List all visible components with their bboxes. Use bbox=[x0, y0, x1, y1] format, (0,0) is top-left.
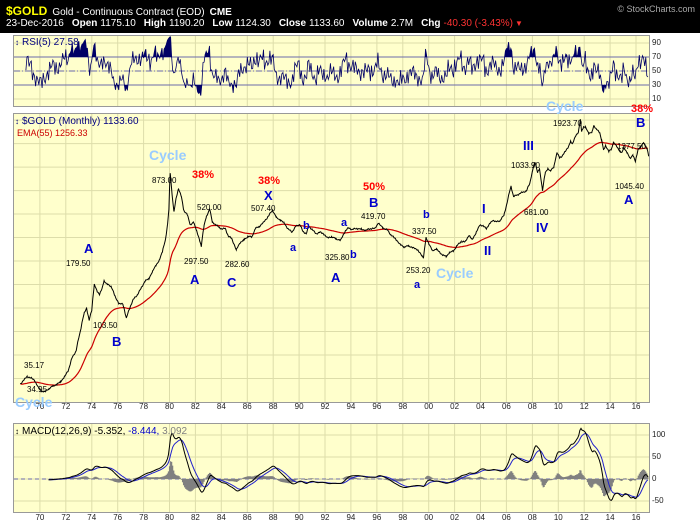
quote-field-value: 1175.10 bbox=[100, 18, 136, 29]
macd-indicator-icon: ↕ bbox=[15, 427, 19, 436]
macd-label-signal: -8.444, bbox=[125, 426, 160, 437]
quote-field-label: Chg bbox=[421, 18, 441, 29]
quote-field-value: 1124.30 bbox=[235, 18, 271, 29]
rsi-indicator-icon: ↕ bbox=[15, 38, 19, 47]
quote-field-label: Low bbox=[212, 18, 233, 29]
exchange-label: CME bbox=[209, 7, 232, 18]
change-down-icon: ▼ bbox=[515, 19, 523, 28]
rsi-panel-border bbox=[13, 35, 650, 107]
rsi-label-text: RSI(5) 27.58 bbox=[22, 37, 79, 48]
price-panel-border bbox=[13, 113, 650, 403]
rsi-panel-label: ↕ RSI(5) 27.58 bbox=[15, 37, 79, 48]
ema-overlay-label: EMA(55) 1256.33 bbox=[17, 128, 88, 138]
quote-field-value: -40.30 (-3.43%) bbox=[443, 18, 514, 29]
copyright-label: © StockCharts.com bbox=[617, 4, 695, 14]
chart-title: Gold - Continuous Contract (EOD) bbox=[52, 7, 205, 18]
macd-histogram bbox=[48, 461, 649, 497]
ticker-symbol: $GOLD bbox=[6, 4, 48, 18]
quote-strip: Open 1175.10 High 1190.20 Low 1124.30 Close 113… bbox=[64, 18, 513, 29]
macd-line bbox=[48, 427, 649, 502]
rsi-line bbox=[25, 36, 649, 96]
chart-header: $GOLD Gold - Continuous Contract (EOD) CME… bbox=[0, 0, 700, 33]
quote-field-label: Close bbox=[278, 18, 307, 29]
quote-field-value: 1133.60 bbox=[309, 18, 345, 29]
price-panel-bg bbox=[13, 113, 650, 403]
title-row: $GOLD Gold - Continuous Contract (EOD) CME bbox=[6, 2, 232, 20]
ema-line bbox=[20, 141, 649, 386]
price-panel-label: ↕ $GOLD (Monthly) 1133.60 bbox=[15, 116, 139, 127]
macd-panel-label: ↕ MACD(12,26,9) -5.352, -8.444, 3.092 bbox=[15, 426, 187, 437]
quote-field-label: Open bbox=[71, 18, 98, 29]
macd-panel-bg bbox=[13, 423, 650, 513]
macd-panel-border bbox=[13, 423, 650, 513]
macd-signal-line bbox=[48, 432, 649, 498]
price-line bbox=[20, 119, 649, 393]
quote-field-value: 1190.20 bbox=[169, 18, 205, 29]
price-indicator-icon: ↕ bbox=[15, 117, 19, 126]
quote-field-label: High bbox=[143, 18, 166, 29]
macd-label-main: MACD(12,26,9) -5.352, bbox=[22, 426, 126, 437]
ema-label-text: EMA(55) 1256.33 bbox=[17, 128, 88, 138]
quote-field-label: Volume bbox=[352, 18, 388, 29]
quote-field-value: 2.7M bbox=[390, 18, 414, 29]
date-label: 23-Dec-2016 bbox=[6, 18, 64, 29]
quote-row: 23-Dec-2016 Open 1175.10 High 1190.20 Low 1124… bbox=[6, 18, 523, 29]
price-label-text: $GOLD (Monthly) 1133.60 bbox=[22, 116, 139, 127]
macd-label-hist: 3.092 bbox=[159, 426, 188, 437]
